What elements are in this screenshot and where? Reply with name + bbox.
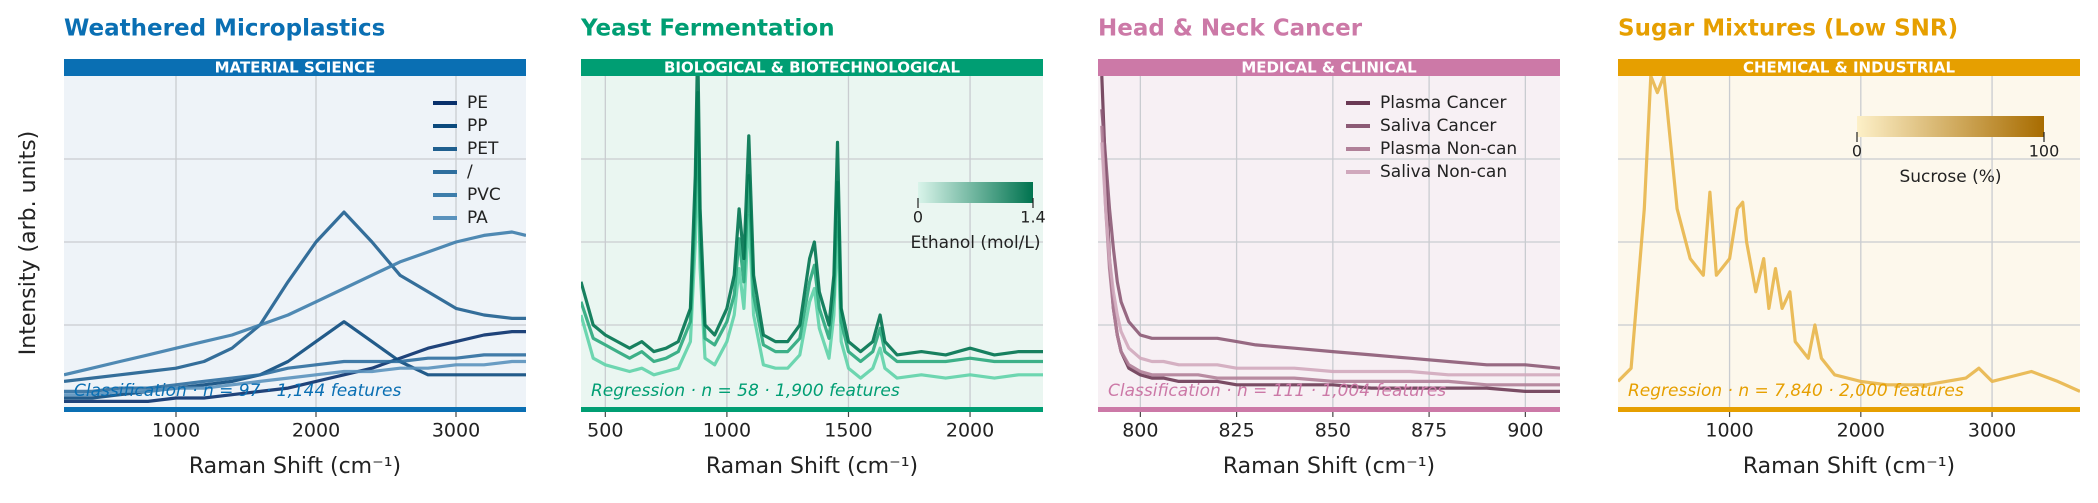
legend-label: PP [467, 116, 488, 136]
series-line [581, 91, 1043, 364]
x-tick-label: 800 [1122, 420, 1158, 442]
legend-label: / [467, 162, 473, 182]
banner [1098, 59, 1560, 76]
series-line [64, 210, 526, 383]
colorbar-tick-label: 1.4 [1020, 208, 1045, 227]
annotation: Regression · n = 58 · 1,900 features [591, 381, 900, 401]
colorbar-label: Ethanol (mol/L) [910, 233, 1040, 253]
annotation: Classification · n = 111 · 1,004 feature… [1108, 381, 1446, 401]
annotation: Regression · n = 7,840 · 2,000 features [1628, 381, 1964, 401]
series-group [64, 210, 526, 403]
legend-label: Saliva Non-can [1380, 162, 1507, 182]
bottom-axis-bar [1618, 407, 2080, 412]
annotation: Classification · n = 97 · 1,144 features [74, 381, 401, 401]
colorbar-label: Sucrose (%) [1899, 167, 2001, 187]
series-line [64, 359, 526, 397]
banner [1618, 59, 2080, 76]
x-tick-label: 875 [1411, 420, 1447, 442]
banner-label: CHEMICAL & INDUSTRIAL [1743, 59, 1956, 77]
series-line [64, 330, 526, 403]
series-line [1100, 142, 1560, 377]
banner-label: MEDICAL & CLINICAL [1241, 59, 1417, 77]
colorbar-tick-label: 0 [1852, 142, 1862, 161]
legend-label: Plasma Non-can [1380, 139, 1517, 159]
series-line [1100, 109, 1560, 370]
series-line [581, 140, 1043, 380]
x-axis-label: Raman Shift (cm⁻¹) [1223, 454, 1435, 479]
legend-label: PE [467, 93, 488, 113]
series-line [64, 230, 526, 377]
x-tick-label: 2000 [1837, 420, 1885, 442]
x-tick-label: 1000 [152, 420, 200, 442]
x-tick-label: 900 [1507, 420, 1543, 442]
colorbar [1857, 116, 2044, 137]
series-line [581, 76, 1043, 357]
x-tick-label: 825 [1218, 420, 1254, 442]
legend-label: Plasma Cancer [1380, 93, 1507, 113]
colorbar-tick-label: 100 [2029, 142, 2060, 161]
panel-title: Head & Neck Cancer [1098, 16, 1363, 42]
series-group [581, 76, 1043, 380]
x-tick-label: 3000 [1968, 420, 2016, 442]
banner-label: MATERIAL SCIENCE [215, 59, 376, 77]
x-tick-label: 1000 [1705, 420, 1753, 442]
x-tick-label: 1500 [824, 420, 872, 442]
panel-title: Weathered Microplastics [64, 16, 385, 42]
legend-label: PVC [467, 185, 501, 205]
x-tick-label: 2000 [292, 420, 340, 442]
series-group [1100, 76, 1560, 393]
banner [64, 59, 526, 76]
colorbar [918, 182, 1033, 203]
legend-label: PET [467, 139, 499, 159]
bottom-axis-bar [581, 407, 1043, 412]
panel-title: Sugar Mixtures (Low SNR) [1618, 16, 1958, 42]
x-tick-label: 850 [1315, 420, 1351, 442]
series-line [1100, 125, 1560, 387]
legend-label: PA [467, 208, 488, 228]
banner-label: BIOLOGICAL & BIOTECHNOLOGICAL [664, 59, 961, 77]
x-tick-label: 3000 [432, 420, 480, 442]
colorbar-tick-label: 0 [913, 208, 923, 227]
legend-label: Saliva Cancer [1380, 116, 1496, 136]
series-group [1618, 76, 2080, 393]
panel-title: Yeast Fermentation [580, 16, 835, 42]
bottom-axis-bar [1098, 407, 1560, 412]
x-axis-label: Raman Shift (cm⁻¹) [706, 454, 918, 479]
x-tick-label: 500 [587, 420, 623, 442]
x-tick-label: 1000 [703, 420, 751, 442]
series-line [1618, 76, 2080, 393]
y-axis-label: Intensity (arb. units) [16, 131, 41, 355]
bottom-axis-bar [64, 407, 526, 412]
banner [581, 59, 1043, 76]
x-axis-label: Raman Shift (cm⁻¹) [189, 454, 401, 479]
x-axis-label: Raman Shift (cm⁻¹) [1743, 454, 1955, 479]
x-tick-label: 2000 [946, 420, 994, 442]
series-line [64, 353, 526, 393]
